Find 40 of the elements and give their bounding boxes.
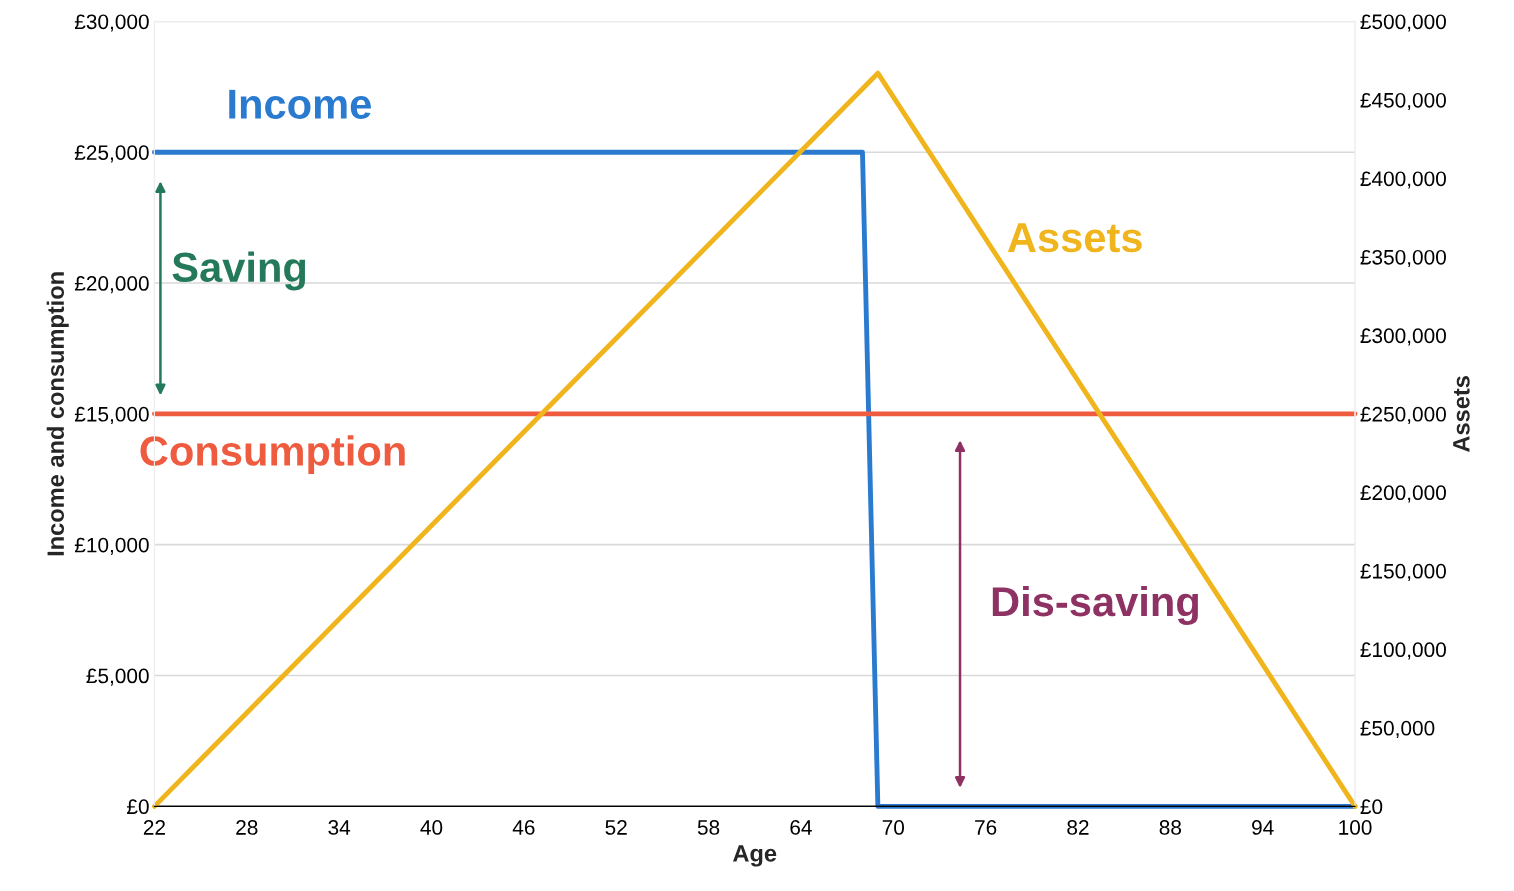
annotation: Dis-saving	[992, 585, 1198, 625]
y-tick-label: £25,000	[74, 145, 149, 163]
y-tick-label: £5,000	[86, 668, 149, 686]
x-tick-label: 76	[975, 820, 997, 835]
y-tick-label: £30,000	[74, 14, 149, 32]
y2-tick-label: £350,000	[1360, 249, 1446, 268]
y-tick-label: £15,000	[74, 406, 149, 425]
x-tick-label: 28	[236, 820, 258, 835]
y2-tick-label: £100,000	[1360, 642, 1446, 660]
x-tick-label: 94	[1252, 820, 1274, 835]
x-tick-label: 52	[605, 820, 627, 835]
y2-tick-label: £50,000	[1360, 720, 1435, 739]
y2-tick-label: £250,000	[1360, 406, 1446, 425]
y-tick-label: £10,000	[74, 537, 149, 555]
y2-tick-label: £0	[1360, 799, 1383, 815]
y2-tick-label: £450,000	[1360, 92, 1446, 111]
x-tick-label: 100	[1339, 820, 1372, 835]
y-tick-label: £20,000	[74, 276, 149, 294]
y-tick-label: £0	[126, 799, 149, 815]
y-axis-title: Income and consumption	[46, 272, 69, 556]
series-label: Income	[229, 89, 371, 119]
x-tick-label: 88	[1159, 820, 1181, 835]
y2-tick-label: £300,000	[1360, 328, 1446, 346]
x-tick-label: 22	[143, 820, 165, 835]
annotation: Saving	[172, 251, 306, 291]
y2-tick-label: £200,000	[1360, 485, 1446, 503]
x-tick-label: 58	[697, 820, 720, 835]
y2-tick-label: £150,000	[1360, 563, 1446, 582]
x-tick-label: 82	[1067, 820, 1089, 835]
series-label: Consumption	[140, 435, 405, 475]
x-tick-label: 34	[328, 820, 351, 835]
x-tick-label: 40	[420, 820, 443, 835]
y2-tick-label: £400,000	[1360, 171, 1446, 189]
y2-tick-label: £500,000	[1360, 14, 1446, 32]
x-tick-label: 46	[512, 820, 535, 835]
x-tick-label: 64	[790, 820, 812, 835]
x-tick-label: 70	[882, 820, 905, 835]
series-label: Assets	[1007, 223, 1142, 253]
y2-axis-title: Assets	[1453, 376, 1470, 452]
x-axis-title: Age	[733, 845, 777, 867]
